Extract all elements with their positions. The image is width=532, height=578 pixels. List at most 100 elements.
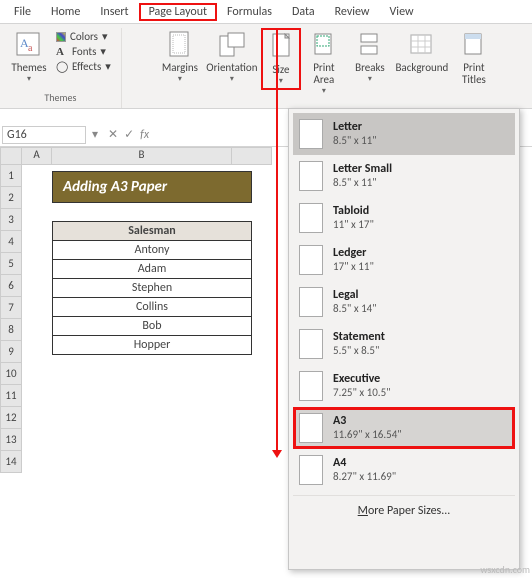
row-header[interactable]: 5	[0, 253, 22, 275]
size-option-dim: 11" x 17"	[333, 218, 374, 232]
paper-icon	[299, 287, 323, 317]
row-header[interactable]: 10	[0, 363, 22, 385]
annotation-arrow	[276, 28, 278, 452]
table-row: Bob	[53, 317, 252, 336]
size-option-name: Letter Small	[333, 162, 392, 176]
col-header-C[interactable]	[232, 147, 272, 165]
size-option-dim: 7.25" x 10.5"	[333, 386, 391, 400]
tab-data[interactable]: Data	[282, 3, 325, 21]
size-option-executive[interactable]: Executive7.25" x 10.5"	[293, 365, 515, 407]
size-option-dim: 17" x 11"	[333, 260, 374, 274]
fx-cancel-icon[interactable]: ✕	[108, 127, 118, 142]
namebox-dropdown-icon[interactable]: ▾	[88, 127, 102, 142]
row-header[interactable]: 9	[0, 341, 22, 363]
effects-icon: ◯	[56, 60, 68, 73]
row-header[interactable]: 2	[0, 187, 22, 209]
size-option-a4[interactable]: A48.27" x 11.69"	[293, 449, 515, 491]
data-table: Salesman AntonyAdamStephenCollinsBobHopp…	[52, 221, 252, 355]
size-option-letter[interactable]: Letter8.5" x 11"	[293, 113, 515, 155]
size-option-name: Executive	[333, 372, 391, 386]
row-header[interactable]: 3	[0, 209, 22, 231]
breaks-button[interactable]: Breaks▾	[347, 28, 393, 98]
row-header[interactable]: 8	[0, 319, 22, 341]
row-header[interactable]: 7	[0, 297, 22, 319]
size-option-legal[interactable]: Legal8.5" x 14"	[293, 281, 515, 323]
fonts-label: Fonts	[72, 45, 96, 58]
paper-icon	[299, 371, 323, 401]
effects-label: Effects	[72, 60, 101, 73]
size-option-name: A4	[333, 456, 396, 470]
size-dropdown: Letter8.5" x 11"Letter Small8.5" x 11"Ta…	[288, 108, 520, 570]
effects-button[interactable]: ◯Effects ▾	[56, 60, 111, 73]
chevron-down-icon: ▾	[27, 74, 31, 84]
col-header-B[interactable]: B	[52, 147, 232, 165]
margins-label: Margins	[162, 62, 198, 74]
size-label: Size	[272, 64, 289, 76]
paper-icon	[299, 329, 323, 359]
row-header[interactable]: 12	[0, 407, 22, 429]
size-button[interactable]: Size▾	[261, 28, 301, 90]
fx-icon[interactable]: fx	[140, 128, 149, 142]
size-option-dim: 8.5" x 11"	[333, 176, 392, 190]
size-option-name: Legal	[333, 288, 377, 302]
themes-label: Themes	[11, 62, 46, 74]
breaks-icon	[355, 30, 385, 60]
print-titles-icon	[459, 30, 489, 60]
table-row: Adam	[53, 260, 252, 279]
col-header-A[interactable]: A	[22, 147, 52, 165]
size-option-dim: 8.5" x 11"	[333, 134, 377, 148]
background-button[interactable]: Background	[393, 28, 451, 98]
cell-grid[interactable]: Adding A3 Paper Salesman AntonyAdamSteph…	[22, 165, 252, 473]
row-header[interactable]: 11	[0, 385, 22, 407]
print-titles-label: Print Titles	[462, 62, 486, 86]
table-header: Salesman	[53, 222, 252, 241]
select-all-corner[interactable]	[0, 147, 22, 165]
paper-icon	[299, 245, 323, 275]
paper-icon	[299, 161, 323, 191]
print-titles-button[interactable]: Print Titles	[451, 28, 497, 98]
background-icon	[407, 30, 437, 60]
row-header[interactable]: 13	[0, 429, 22, 451]
size-option-statement[interactable]: Statement5.5" x 8.5"	[293, 323, 515, 365]
size-option-dim: 8.27" x 11.69"	[333, 470, 396, 484]
size-option-dim: 5.5" x 8.5"	[333, 344, 385, 358]
size-option-name: Ledger	[333, 246, 374, 260]
orientation-label: Orientation	[206, 62, 257, 74]
row-header[interactable]: 14	[0, 451, 22, 473]
colors-button[interactable]: Colors ▾	[56, 30, 111, 43]
tab-view[interactable]: View	[380, 3, 424, 21]
tab-insert[interactable]: Insert	[90, 3, 138, 21]
more-paper-sizes[interactable]: More Paper Sizes...	[293, 495, 515, 522]
tab-review[interactable]: Review	[325, 3, 380, 21]
group-themes: Aa Themes ▾ Colors ▾ AFonts ▾ ◯Effects ▾…	[0, 28, 122, 108]
paper-icon	[299, 203, 323, 233]
row-header[interactable]: 6	[0, 275, 22, 297]
size-option-tabloid[interactable]: Tabloid11" x 17"	[293, 197, 515, 239]
print-area-label: Print Area	[313, 62, 334, 86]
row-header[interactable]: 1	[0, 165, 22, 187]
tab-file[interactable]: File	[4, 3, 41, 21]
table-row: Stephen	[53, 279, 252, 298]
watermark: wsxcdn.com	[480, 563, 530, 576]
fx-enter-icon[interactable]: ✓	[124, 127, 134, 142]
margins-button[interactable]: Margins▾	[157, 28, 203, 98]
size-option-a3[interactable]: A311.69" x 16.54"	[293, 407, 515, 449]
tab-formulas[interactable]: Formulas	[217, 3, 282, 21]
row-header[interactable]: 4	[0, 231, 22, 253]
group-page-setup: Margins▾ Orientation▾ Size▾ Print Area▾ …	[122, 28, 532, 108]
tab-home[interactable]: Home	[41, 3, 90, 21]
fonts-button[interactable]: AFonts ▾	[56, 45, 111, 58]
paper-icon	[299, 119, 323, 149]
themes-button[interactable]: Aa Themes ▾	[6, 28, 52, 86]
size-option-letter-small[interactable]: Letter Small8.5" x 11"	[293, 155, 515, 197]
tab-page-layout[interactable]: Page Layout	[139, 3, 217, 21]
table-row: Antony	[53, 241, 252, 260]
orientation-button[interactable]: Orientation▾	[203, 28, 261, 98]
table-row: Collins	[53, 298, 252, 317]
name-box[interactable]: G16	[2, 126, 86, 144]
background-label: Background	[395, 62, 448, 74]
print-area-button[interactable]: Print Area▾	[301, 28, 347, 98]
colors-icon	[56, 32, 66, 42]
size-option-ledger[interactable]: Ledger17" x 11"	[293, 239, 515, 281]
fonts-icon: A	[56, 46, 68, 58]
